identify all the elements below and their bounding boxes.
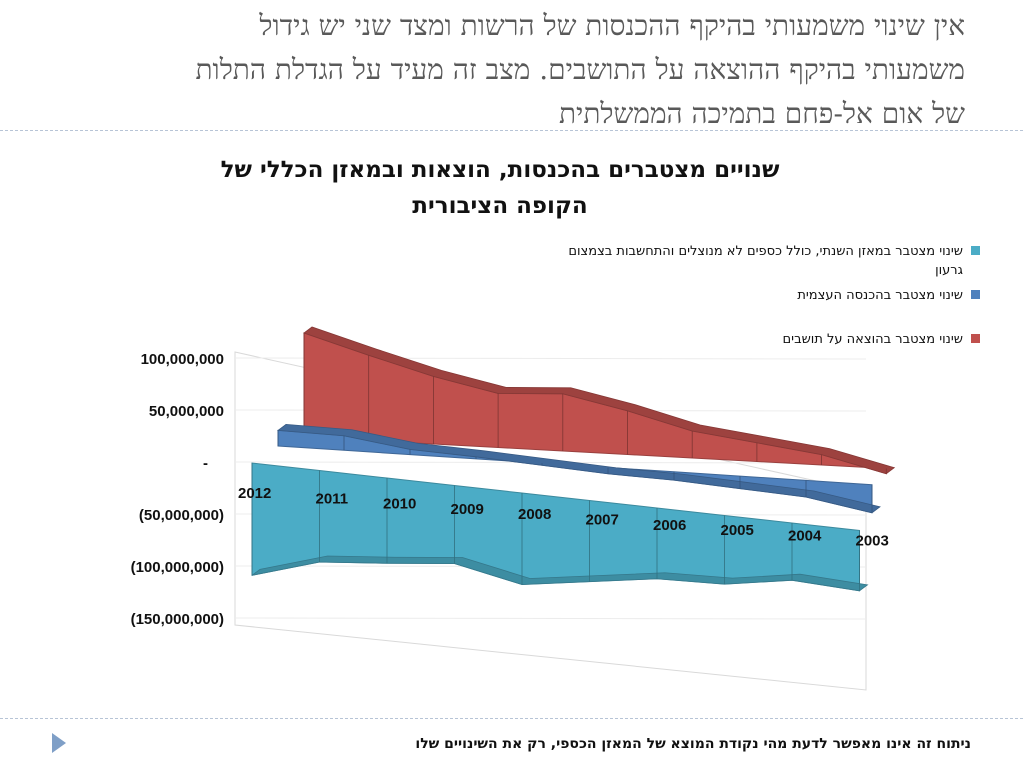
legend-label-expense: שינוי מצטבר בהוצאה על תושבים bbox=[782, 332, 963, 347]
chart-title-line: הקופה הציבורית bbox=[412, 193, 588, 219]
legend-item-income: שינוי מצטבר בהכנסה העצמית bbox=[560, 286, 980, 305]
slide-title-line: משמעותי בהיקף ההוצאה על התושבים. מצב זה … bbox=[195, 53, 965, 86]
slide-title-line: אין שינוי משמעותי בהיקף ההכנסות של הרשות… bbox=[259, 9, 965, 42]
ribbon-balance bbox=[251, 555, 869, 592]
chart-title: שנויים מצטברים בהכנסות, הוצאות ובמאזן הכ… bbox=[150, 152, 850, 224]
legend-swatch-income bbox=[971, 290, 980, 299]
x-tick-label: 2010 bbox=[383, 496, 416, 513]
x-tick-label: 2011 bbox=[316, 490, 349, 507]
y-tick-label: (100,000,000) bbox=[131, 559, 224, 576]
x-tick-label: 2004 bbox=[788, 527, 822, 544]
footer-note: ניתוח זה אינו מאפשר לדעת מהי נקודת המוצא… bbox=[415, 736, 971, 752]
legend-label-income: שינוי מצטבר בהכנסה העצמית bbox=[797, 288, 963, 303]
x-tick-label: 2005 bbox=[721, 522, 754, 539]
y-tick-label: 100,000,000 bbox=[141, 351, 224, 368]
x-tick-label: 2009 bbox=[451, 501, 484, 518]
gridline bbox=[234, 617, 867, 620]
legend-item-expense: שינוי מצטבר בהוצאה על תושבים bbox=[560, 330, 980, 349]
ribbon-income bbox=[276, 423, 881, 514]
legend-swatch-expense bbox=[971, 334, 980, 343]
y-tick-label: - bbox=[203, 455, 208, 472]
x-tick-label: 2012 bbox=[238, 485, 271, 502]
legend-swatch-balance bbox=[971, 246, 980, 255]
y-tick-label: (50,000,000) bbox=[139, 507, 224, 524]
bottom-divider bbox=[0, 718, 1023, 719]
chart-title-line: שנויים מצטברים בהכנסות, הוצאות ובמאזן הכ… bbox=[220, 157, 780, 183]
ribbon-expense bbox=[303, 326, 896, 475]
x-tick-label: 2003 bbox=[856, 533, 889, 550]
legend-item-balance: שינוי מצטבר במאזן השנתי, כולל כספים לא מ… bbox=[560, 242, 980, 280]
y-tick-label: 50,000,000 bbox=[149, 403, 224, 420]
play-triangle-icon[interactable] bbox=[52, 733, 66, 753]
x-tick-label: 2007 bbox=[586, 512, 619, 529]
legend-label-balance: שינוי מצטבר במאזן השנתי, כולל כספים לא מ… bbox=[568, 244, 963, 278]
x-tick-label: 2008 bbox=[518, 506, 551, 523]
top-divider bbox=[0, 130, 1023, 131]
x-tick-label: 2006 bbox=[653, 517, 686, 534]
slide-title: אין שינוי משמעותי בהיקף ההכנסות של הרשות… bbox=[40, 4, 965, 136]
slide-title-line: של אום אל-פחם בתמיכה הממשלתית bbox=[558, 97, 965, 130]
y-tick-label: (150,000,000) bbox=[131, 611, 224, 628]
